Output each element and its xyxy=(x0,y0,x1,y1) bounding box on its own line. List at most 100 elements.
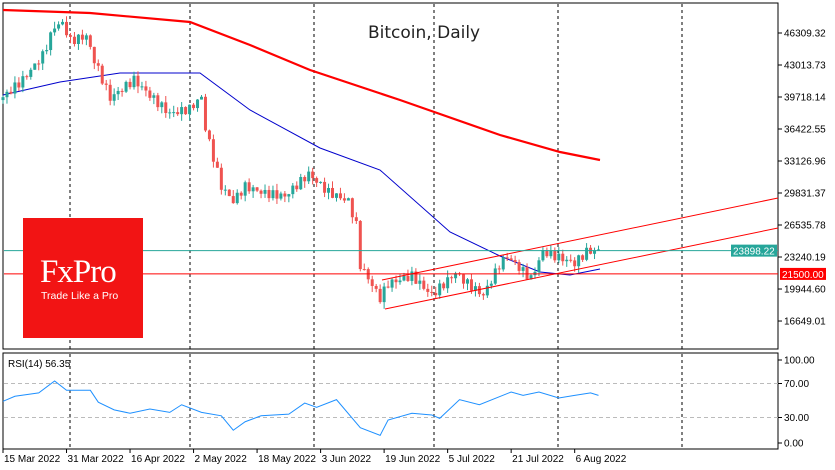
candle-body xyxy=(283,193,287,197)
candle-body xyxy=(251,187,255,192)
candle-body xyxy=(76,34,80,44)
candle-body xyxy=(489,283,493,286)
candle-body xyxy=(315,178,319,183)
candle-body xyxy=(394,279,398,283)
candle-body xyxy=(112,94,116,101)
price-tick-label: 46309.32 xyxy=(784,29,826,40)
candle-body xyxy=(557,253,561,261)
candle-body xyxy=(597,249,600,251)
candle-body xyxy=(25,76,29,78)
candle-body xyxy=(509,258,513,261)
candle-body xyxy=(136,75,140,87)
candle-body xyxy=(96,63,100,66)
date-tick-label: 6 Aug 2022 xyxy=(576,454,627,465)
candle-body xyxy=(227,189,231,197)
candle-body xyxy=(299,177,303,190)
candle-body xyxy=(434,292,438,296)
candle-body xyxy=(247,182,251,192)
candle-body xyxy=(346,198,350,201)
candle-body xyxy=(426,288,430,292)
price-tick-label: 19944.60 xyxy=(784,285,826,296)
date-tick-label: 3 Jun 2022 xyxy=(322,454,372,465)
logo-tagline: Trade Like a Pro xyxy=(41,290,119,302)
candle-body xyxy=(164,102,168,114)
candle-body xyxy=(180,107,184,115)
date-tick-label: 5 Jul 2022 xyxy=(449,454,496,465)
candle-body xyxy=(521,267,525,271)
candle-body xyxy=(378,288,382,303)
candle-body xyxy=(144,86,148,91)
candle-body xyxy=(450,277,454,279)
candle-body xyxy=(331,187,335,198)
candle-body xyxy=(493,268,497,284)
candle-body xyxy=(17,82,21,88)
candle-body xyxy=(473,286,477,291)
price-tick-label: 29831.37 xyxy=(784,189,826,200)
candle-body xyxy=(581,255,585,260)
candle-body xyxy=(422,280,426,289)
candle-body xyxy=(561,253,565,262)
candle-body xyxy=(481,294,485,296)
candle-body xyxy=(92,46,96,64)
candle-body xyxy=(235,192,239,204)
candle-body xyxy=(120,90,124,92)
candle-body xyxy=(148,90,152,98)
candle-body xyxy=(469,279,473,291)
price-tick-label: 36422.55 xyxy=(784,125,826,136)
rsi-panel-border xyxy=(2,352,779,450)
candle-body xyxy=(108,84,112,101)
candle-body xyxy=(263,189,267,194)
candle-body xyxy=(184,107,188,115)
candle-body xyxy=(593,250,597,254)
candle-body xyxy=(88,35,92,47)
candle-body xyxy=(442,283,446,289)
candle-body xyxy=(140,86,144,88)
candle-body xyxy=(414,271,418,284)
candle-body xyxy=(406,275,410,281)
candle-body xyxy=(37,63,41,65)
candle-body xyxy=(338,193,342,199)
candle-body xyxy=(61,21,65,25)
ma-slow-line xyxy=(2,8,601,162)
candle-body xyxy=(497,268,501,270)
candle-body xyxy=(287,194,291,197)
candle-body xyxy=(402,275,406,281)
candle-body xyxy=(569,259,573,261)
candle-body xyxy=(319,181,323,183)
candle-body xyxy=(57,24,61,29)
candle-body xyxy=(577,255,581,267)
candle-body xyxy=(454,273,458,279)
candle-body xyxy=(53,28,57,33)
candle-body xyxy=(529,275,533,280)
candle-body xyxy=(33,63,37,70)
candle-body xyxy=(45,50,49,52)
logo-brand: FxPro xyxy=(40,254,117,290)
candle-body xyxy=(323,181,327,193)
rsi-line xyxy=(2,380,599,436)
candle-body xyxy=(65,21,69,36)
candle-body xyxy=(200,96,203,100)
rsi-tick-label: 100.00 xyxy=(784,356,815,367)
channel-upper-line xyxy=(381,197,779,281)
candle-body xyxy=(418,280,422,284)
candle-body xyxy=(192,104,196,109)
candle-body xyxy=(239,192,243,196)
candle-body xyxy=(84,35,88,40)
rsi-label: RSI(14) 56.35 xyxy=(8,359,71,370)
price-tick-label: 39718.14 xyxy=(784,93,826,104)
candle-body xyxy=(9,91,13,94)
candle-body xyxy=(382,286,386,303)
candle-body xyxy=(374,285,378,289)
candle-body xyxy=(410,271,414,281)
level-price-label: 21500.00 xyxy=(782,270,824,281)
candle-body xyxy=(255,187,259,191)
rsi-tick-label: 30.00 xyxy=(784,413,809,424)
candle-body xyxy=(307,171,311,182)
candle-body xyxy=(41,51,45,64)
candle-body xyxy=(501,257,505,270)
date-tick-label: 19 Jun 2022 xyxy=(385,454,440,465)
candle-body xyxy=(49,32,53,51)
candle-body xyxy=(541,250,545,261)
candle-body xyxy=(275,190,279,199)
date-tick-label: 31 Mar 2022 xyxy=(68,454,125,465)
